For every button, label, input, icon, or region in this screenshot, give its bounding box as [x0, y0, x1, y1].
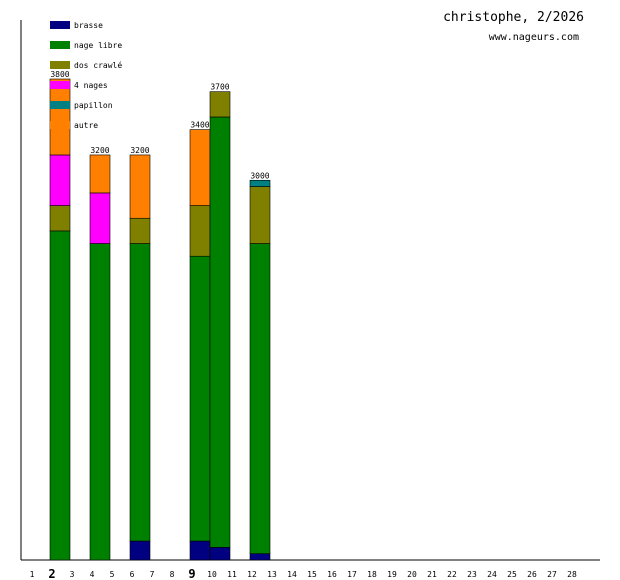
bar-segment-brasse-day-12 — [249, 553, 271, 561]
x-tick-label-5: 5 — [110, 570, 115, 579]
x-tick-label-3: 3 — [70, 570, 75, 579]
x-tick-label-11: 11 — [227, 570, 237, 579]
legend-swatch — [50, 21, 70, 29]
x-tick-label-9: 9 — [188, 567, 195, 580]
legend-swatch — [50, 61, 70, 69]
legend-item-nage-libre: nage libre — [50, 35, 122, 55]
bar-segment-nage-libre-day-12 — [249, 243, 271, 554]
bar-segment-nage-libre-day-6 — [129, 243, 151, 542]
total-label-day-4: 3200 — [90, 146, 109, 155]
bar-segment-autre-day-4 — [89, 154, 111, 194]
bar-segment-brasse-day-6 — [129, 540, 151, 561]
bar-segment-nage-libre-day-4 — [89, 243, 111, 561]
legend-item-papillon: papillon — [50, 95, 122, 115]
bar-segment-dos-crawlé-day-9 — [189, 205, 211, 257]
x-tick-label-24: 24 — [487, 570, 497, 579]
legend-label: dos crawlé — [74, 60, 123, 70]
x-tick-label-25: 25 — [507, 570, 517, 579]
x-tick-label-4: 4 — [90, 570, 95, 579]
bar-segment-dos-crawlé-day-10 — [209, 91, 231, 118]
bar-segment-4-nages-day-4 — [89, 192, 111, 244]
bar-segment-autre-day-6 — [129, 154, 151, 219]
bar-segment-nage-libre-day-9 — [189, 255, 211, 542]
legend-swatch — [50, 101, 70, 109]
x-tick-label-8: 8 — [170, 570, 175, 579]
bar-segment-autre-day-2 — [49, 78, 71, 156]
legend-swatch — [50, 81, 70, 89]
bar-segment-brasse-day-10 — [209, 547, 231, 561]
x-tick-label-15: 15 — [307, 570, 317, 579]
legend-label: papillon — [74, 100, 113, 110]
x-tick-label-10: 10 — [207, 570, 217, 579]
x-tick-label-18: 18 — [367, 570, 377, 579]
chart-subtitle: www.nageurs.com — [488, 32, 579, 43]
x-tick-label-19: 19 — [387, 570, 397, 579]
legend-label: autre — [74, 120, 99, 130]
bar-segment-brasse-day-9 — [189, 540, 211, 561]
x-tick-label-16: 16 — [327, 570, 337, 579]
x-tick-label-27: 27 — [547, 570, 557, 579]
legend-swatch — [50, 121, 70, 129]
bar-segment-papillon-day-12 — [249, 179, 271, 187]
bar-segment-4-nages-day-2 — [49, 154, 71, 206]
x-tick-label-17: 17 — [347, 570, 357, 579]
x-tick-labels-group: 1 2 3 4 5 6 7 8 9 10 11 12 13 14 15 16 17 18 19 20 21 22 23 24 2… — [30, 567, 577, 580]
total-label-day-2: 3800 — [50, 70, 69, 79]
total-label-day-6: 3200 — [130, 146, 149, 155]
legend: brasse nage libre dos crawlé 4 nages papillo… — [50, 15, 122, 135]
x-tick-label-14: 14 — [287, 570, 297, 579]
bars-group — [49, 78, 271, 561]
x-tick-label-28: 28 — [567, 570, 577, 579]
legend-swatch — [50, 41, 70, 49]
chart-title: christophe, 2/2026 — [443, 10, 584, 25]
x-tick-label-2: 2 — [48, 567, 55, 580]
bar-segment-dos-crawlé-day-6 — [129, 217, 151, 244]
legend-item-brasse: brasse — [50, 15, 122, 35]
bar-segment-autre-day-9 — [189, 129, 211, 206]
total-labels-group: 3800 3200 3200 3400 3700 3000 — [50, 70, 269, 180]
legend-item-dos-crawlé: dos crawlé — [50, 55, 122, 75]
x-tick-label-7: 7 — [150, 570, 155, 579]
total-label-day-9: 3400 — [190, 121, 209, 130]
bar-segment-dos-crawlé-day-12 — [249, 186, 271, 244]
legend-label: nage libre — [74, 40, 123, 50]
bar-segment-dos-crawlé-day-2 — [49, 205, 71, 232]
x-tick-label-26: 26 — [527, 570, 537, 579]
legend-item-autre: autre — [50, 115, 122, 135]
x-tick-label-6: 6 — [130, 570, 135, 579]
legend-item-4-nages: 4 nages — [50, 75, 122, 95]
x-tick-label-20: 20 — [407, 570, 417, 579]
x-tick-label-12: 12 — [247, 570, 257, 579]
legend-label: brasse — [74, 20, 103, 30]
x-tick-label-23: 23 — [467, 570, 477, 579]
x-tick-label-1: 1 — [30, 570, 35, 579]
x-tick-label-13: 13 — [267, 570, 277, 579]
legend-label: 4 nages — [74, 80, 108, 90]
bar-segment-nage-libre-day-10 — [209, 116, 231, 548]
total-label-day-12: 3000 — [250, 171, 269, 180]
bar-segment-nage-libre-day-2 — [49, 230, 71, 561]
total-label-day-10: 3700 — [210, 83, 229, 92]
x-tick-label-22: 22 — [447, 570, 457, 579]
x-tick-label-21: 21 — [427, 570, 437, 579]
